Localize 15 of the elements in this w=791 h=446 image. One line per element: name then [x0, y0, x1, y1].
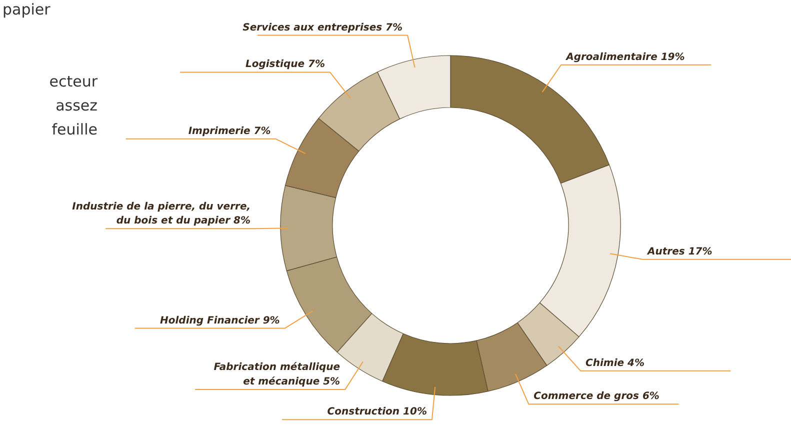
text: papier: [2, 0, 52, 18]
slice-label: Industrie de la pierre, du verre, du bois et du papier 8%: [72, 201, 251, 227]
slice-label: Agroalimentaire 19%: [565, 52, 685, 63]
slice-label: Holding Financier 9%: [160, 315, 280, 326]
slice-label: Construction 10%: [327, 406, 427, 418]
slice-label: Autres 17%: [646, 246, 712, 258]
text: ecteur: [49, 72, 98, 90]
text: assez: [56, 96, 98, 114]
slice-label: Imprimerie 7%: [188, 126, 271, 137]
slice-label: Commerce de gros 6%: [534, 391, 660, 402]
text: feuille: [52, 120, 98, 138]
slice-label: Services aux entreprises 7%: [242, 22, 403, 34]
slice-label: Logistique 7%: [245, 59, 325, 70]
slice-label: Fabrication métallique et mécanique 5%: [214, 362, 340, 388]
slice-label: Chimie 4%: [586, 358, 645, 369]
